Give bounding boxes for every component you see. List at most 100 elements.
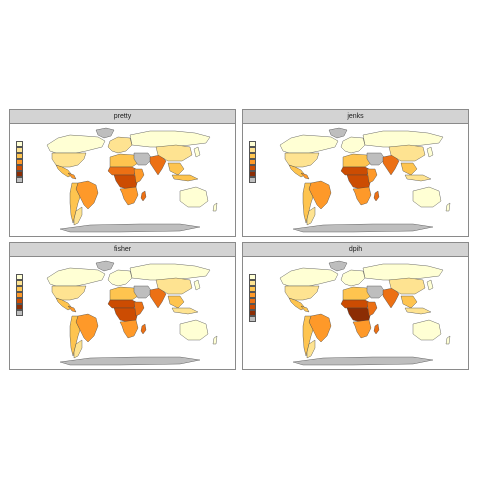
country-antarctica [59, 356, 201, 366]
legend-swatch [249, 274, 256, 280]
country-australia [412, 186, 442, 208]
world-map [46, 260, 218, 366]
country-south-af [352, 186, 372, 206]
legend-swatch [249, 159, 256, 165]
country-central-am [67, 305, 77, 313]
country-east-af [133, 168, 145, 184]
legend-swatch [249, 286, 256, 292]
country-usa [284, 152, 320, 168]
country-nafrica [342, 153, 372, 168]
panel-dpih: dpih [242, 242, 469, 370]
country-russia [129, 263, 211, 281]
country-australia [179, 186, 209, 208]
country-china [155, 277, 193, 295]
legend-swatch [16, 159, 23, 165]
country-europe [340, 136, 366, 154]
country-brazil [75, 180, 99, 210]
legend-swatch [249, 141, 256, 147]
country-russia [362, 130, 444, 148]
country-mexico [288, 297, 306, 311]
legend-swatch [16, 141, 23, 147]
panel-jenks: jenks [242, 109, 469, 237]
country-indonesia [404, 174, 432, 182]
panel-title: jenks [243, 110, 468, 124]
legend-swatch [249, 310, 256, 316]
legend [16, 141, 26, 183]
country-central-am [67, 172, 77, 180]
country-mideast [133, 285, 153, 299]
legend-swatch [16, 286, 23, 292]
country-brazil [308, 180, 332, 210]
legend [16, 274, 26, 316]
country-canada [279, 267, 339, 287]
country-sahel [340, 299, 370, 309]
country-greenland [328, 127, 348, 139]
country-europe [107, 136, 133, 154]
country-sahel [107, 299, 137, 309]
country-usa [51, 285, 87, 301]
legend-swatch [249, 177, 256, 183]
country-russia [362, 263, 444, 281]
country-east-af [366, 301, 378, 317]
country-usa [284, 285, 320, 301]
country-argentina [73, 339, 83, 359]
legend-swatch [16, 310, 23, 316]
legend-swatch [16, 171, 23, 177]
country-antarctica [292, 223, 434, 233]
country-brazil [75, 313, 99, 343]
country-greenland [328, 260, 348, 272]
country-nz [212, 202, 218, 212]
country-mideast [366, 152, 386, 166]
country-canada [279, 134, 339, 154]
country-greenland [95, 260, 115, 272]
legend [249, 141, 259, 183]
legend [249, 274, 259, 322]
country-central-af [346, 174, 372, 190]
country-australia [412, 319, 442, 341]
legend-swatch [16, 304, 23, 310]
country-indonesia [404, 307, 432, 315]
country-greenland [95, 127, 115, 139]
country-china [388, 144, 426, 162]
country-antarctica [59, 223, 201, 233]
panel-fisher: fisher [9, 242, 236, 370]
legend-swatch [16, 147, 23, 153]
legend-swatch [16, 153, 23, 159]
panel-pretty: pretty [9, 109, 236, 237]
legend-swatch [249, 280, 256, 286]
country-south-af [352, 319, 372, 339]
country-china [155, 144, 193, 162]
panel-title: dpih [243, 243, 468, 257]
country-madagascar [373, 190, 380, 202]
world-map [279, 127, 451, 233]
country-central-af [346, 307, 372, 323]
country-south-af [119, 186, 139, 206]
panel-title: pretty [10, 110, 235, 124]
country-argentina [306, 206, 316, 226]
legend-swatch [249, 298, 256, 304]
legend-swatch [249, 292, 256, 298]
country-mexico [288, 164, 306, 178]
country-canada [46, 134, 106, 154]
legend-swatch [16, 177, 23, 183]
country-japan [193, 279, 201, 291]
country-madagascar [140, 323, 147, 335]
country-japan [426, 146, 434, 158]
country-usa [51, 152, 87, 168]
country-central-am [300, 172, 310, 180]
country-indonesia [171, 174, 199, 182]
country-mideast [366, 285, 386, 299]
legend-swatch [249, 171, 256, 177]
country-canada [46, 267, 106, 287]
country-china [388, 277, 426, 295]
legend-swatch [16, 292, 23, 298]
legend-swatch [249, 147, 256, 153]
country-russia [129, 130, 211, 148]
country-central-af [113, 174, 139, 190]
country-seasia [167, 162, 185, 176]
legend-swatch [16, 298, 23, 304]
country-sahel [340, 166, 370, 176]
country-east-af [366, 168, 378, 184]
legend-swatch [249, 165, 256, 171]
panel-title: fisher [10, 243, 235, 257]
